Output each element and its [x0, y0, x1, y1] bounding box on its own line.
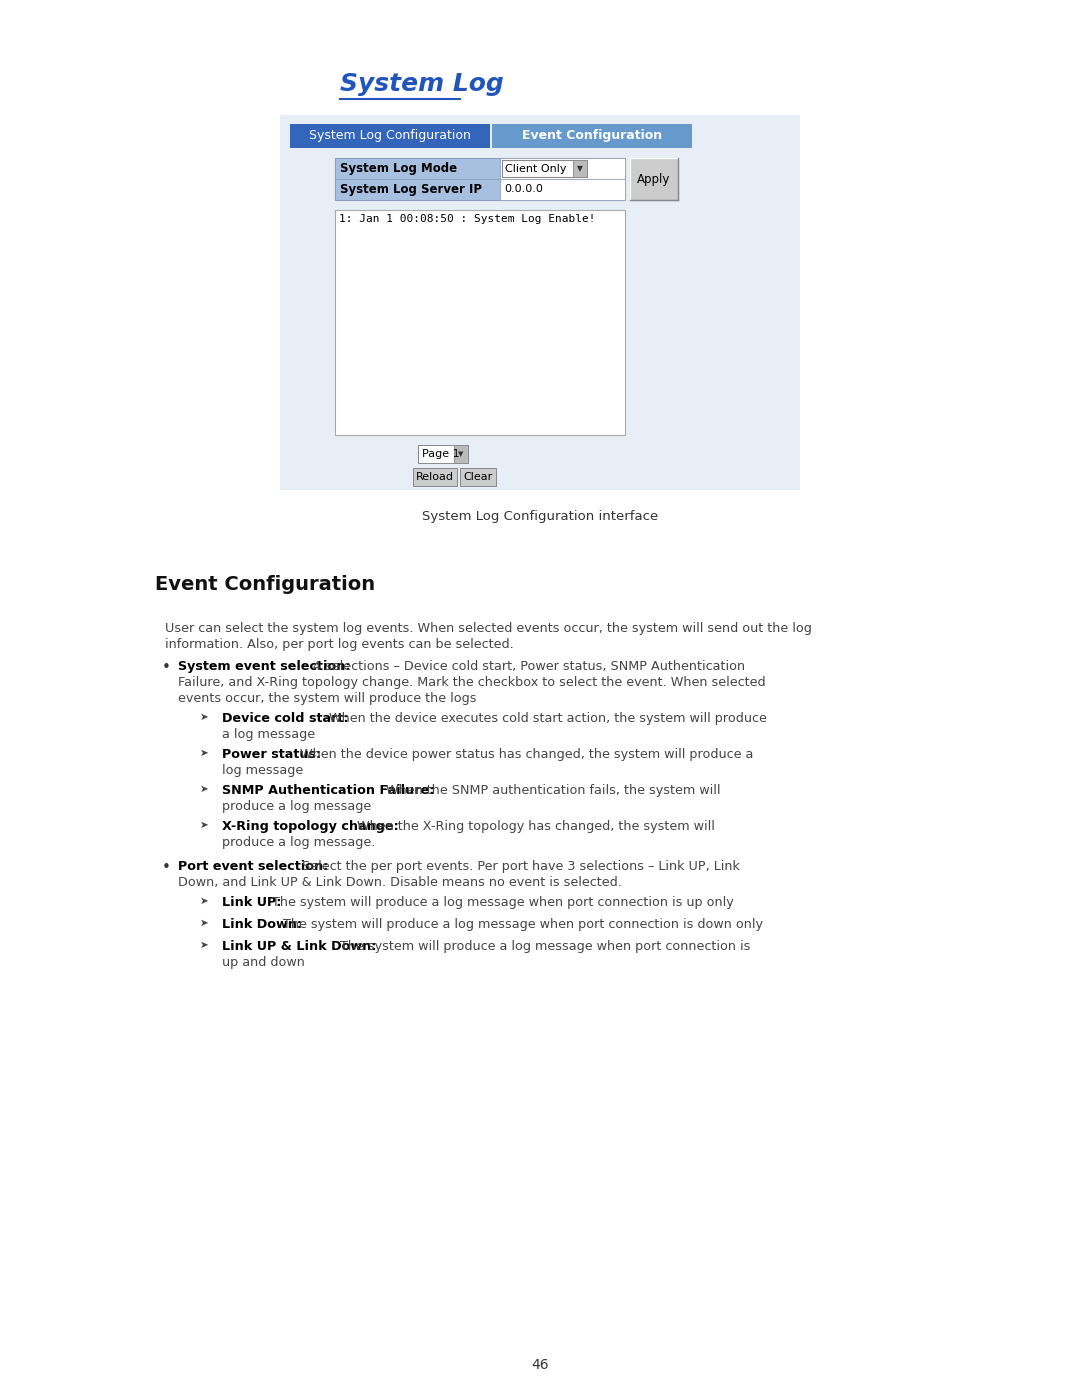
- Bar: [335, 158, 500, 179]
- Bar: [492, 124, 692, 148]
- Text: Reload: Reload: [416, 472, 454, 482]
- Bar: [280, 115, 800, 490]
- Text: Event Configuration: Event Configuration: [156, 576, 375, 594]
- Text: ➤: ➤: [200, 712, 208, 722]
- Text: 1: Jan 1 00:08:50 : System Log Enable!: 1: Jan 1 00:08:50 : System Log Enable!: [339, 214, 595, 224]
- Text: Clear: Clear: [463, 472, 492, 482]
- Text: events occur, the system will produce the logs: events occur, the system will produce th…: [178, 692, 476, 705]
- Text: System Log Configuration: System Log Configuration: [309, 130, 471, 142]
- Text: Event Configuration: Event Configuration: [522, 130, 662, 142]
- Text: produce a log message.: produce a log message.: [222, 835, 376, 849]
- Text: X-Ring topology change:: X-Ring topology change:: [222, 820, 399, 833]
- Text: ▼: ▼: [458, 451, 463, 457]
- Text: The system will produce a log message when port connection is up only: The system will produce a log message wh…: [268, 895, 733, 909]
- Bar: [500, 179, 625, 200]
- Bar: [335, 158, 625, 200]
- Text: up and down: up and down: [222, 956, 305, 970]
- Text: a log message: a log message: [222, 728, 315, 740]
- Text: ➤: ➤: [200, 940, 208, 950]
- Text: System Log Server IP: System Log Server IP: [340, 183, 482, 196]
- Text: When the X-Ring topology has changed, the system will: When the X-Ring topology has changed, th…: [353, 820, 715, 833]
- Bar: [460, 468, 496, 486]
- Bar: [630, 158, 678, 200]
- Text: 4 selections – Device cold start, Power status, SNMP Authentication: 4 selections – Device cold start, Power …: [309, 659, 745, 673]
- Text: The system will produce a log message when port connection is: The system will produce a log message wh…: [336, 940, 751, 953]
- Text: •: •: [162, 861, 171, 875]
- Bar: [500, 158, 625, 179]
- Text: 46: 46: [531, 1358, 549, 1372]
- Text: ➤: ➤: [200, 784, 208, 793]
- Text: Link UP:: Link UP:: [222, 895, 282, 909]
- Text: Page 1: Page 1: [422, 448, 460, 460]
- Text: ➤: ➤: [200, 820, 208, 830]
- Bar: [413, 468, 457, 486]
- Text: The system will produce a log message when port connection is down only: The system will produce a log message wh…: [279, 918, 764, 930]
- Bar: [454, 446, 468, 462]
- Text: ➤: ➤: [200, 918, 208, 928]
- Text: produce a log message: produce a log message: [222, 800, 372, 813]
- Text: User can select the system log events. When selected events occur, the system wi: User can select the system log events. W…: [165, 622, 812, 636]
- Text: ▼: ▼: [577, 163, 583, 173]
- Text: SNMP Authentication Failure:: SNMP Authentication Failure:: [222, 784, 434, 798]
- Text: Select the per port events. Per port have 3 selections – Link UP, Link: Select the per port events. Per port hav…: [298, 861, 740, 873]
- Bar: [335, 179, 500, 200]
- Text: Port event selection:: Port event selection:: [178, 861, 328, 873]
- Text: Client Only: Client Only: [505, 163, 567, 173]
- Text: information. Also, per port log events can be selected.: information. Also, per port log events c…: [165, 638, 514, 651]
- Text: System Log: System Log: [340, 73, 503, 96]
- Text: •: •: [162, 659, 171, 675]
- Text: Link Down:: Link Down:: [222, 918, 302, 930]
- Text: Power status:: Power status:: [222, 747, 321, 761]
- Text: When the device power status has changed, the system will produce a: When the device power status has changed…: [296, 747, 754, 761]
- Text: System Log Mode: System Log Mode: [340, 162, 457, 175]
- Text: System Log Configuration interface: System Log Configuration interface: [422, 510, 658, 522]
- Text: Link UP & Link Down:: Link UP & Link Down:: [222, 940, 376, 953]
- Text: When the SNMP authentication fails, the system will: When the SNMP authentication fails, the …: [381, 784, 720, 798]
- Bar: [502, 161, 588, 177]
- Text: ➤: ➤: [200, 895, 208, 907]
- Text: ➤: ➤: [200, 747, 208, 759]
- Text: Device cold start:: Device cold start:: [222, 712, 349, 725]
- Bar: [335, 210, 625, 434]
- Text: When the device executes cold start action, the system will produce: When the device executes cold start acti…: [325, 712, 767, 725]
- Text: 0.0.0.0: 0.0.0.0: [504, 184, 543, 194]
- Text: System event selection:: System event selection:: [178, 659, 351, 673]
- Text: Apply: Apply: [637, 172, 671, 186]
- Bar: [573, 161, 588, 177]
- Bar: [418, 446, 468, 462]
- Text: Down, and Link UP & Link Down. Disable means no event is selected.: Down, and Link UP & Link Down. Disable m…: [178, 876, 622, 888]
- Text: Failure, and X-Ring topology change. Mark the checkbox to select the event. When: Failure, and X-Ring topology change. Mar…: [178, 676, 766, 689]
- Text: log message: log message: [222, 764, 303, 777]
- Bar: [291, 124, 490, 148]
